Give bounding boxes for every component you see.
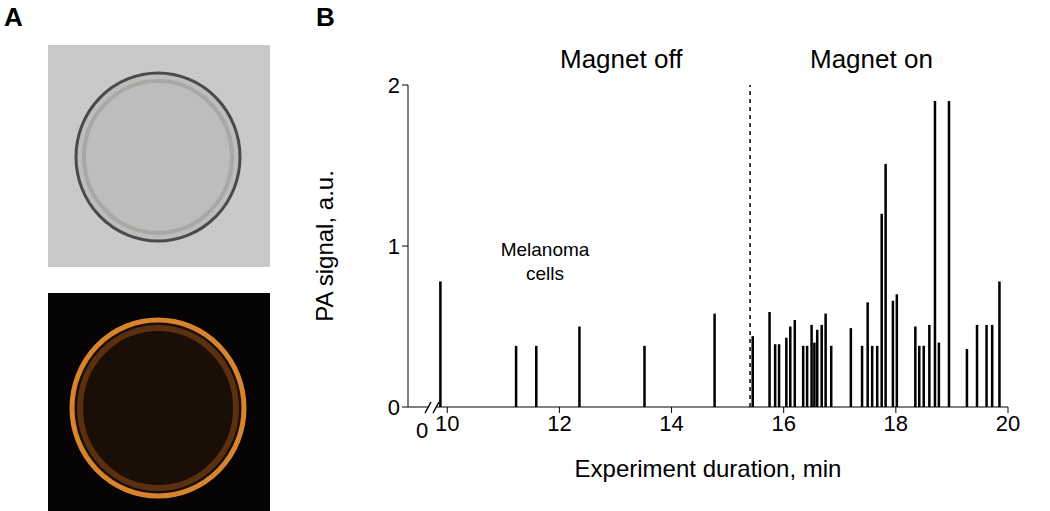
html-text:Magnet off: Magnet off bbox=[560, 44, 683, 74]
html-text:0: 0 bbox=[415, 418, 429, 443]
svg-text:20: 20 bbox=[996, 411, 1020, 436]
html-text:A: A bbox=[4, 2, 23, 32]
svg-text:2: 2 bbox=[388, 73, 400, 98]
svg-text:14: 14 bbox=[659, 411, 683, 436]
svg-text:0: 0 bbox=[388, 395, 400, 420]
svg-text:16: 16 bbox=[771, 411, 795, 436]
html-text:Melanoma cells: Melanoma cells bbox=[500, 239, 590, 284]
svg-text:10: 10 bbox=[435, 411, 459, 436]
svg-text:1: 1 bbox=[388, 234, 400, 259]
svg-text:18: 18 bbox=[884, 411, 908, 436]
svg-text:PA signal, a.u.: PA signal, a.u. bbox=[311, 170, 338, 322]
svg-text:12: 12 bbox=[547, 411, 571, 436]
html-text:Magnet on: Magnet on bbox=[810, 44, 933, 74]
html-text:B: B bbox=[316, 2, 335, 32]
svg-text:Experiment duration, min: Experiment duration, min bbox=[575, 455, 842, 482]
